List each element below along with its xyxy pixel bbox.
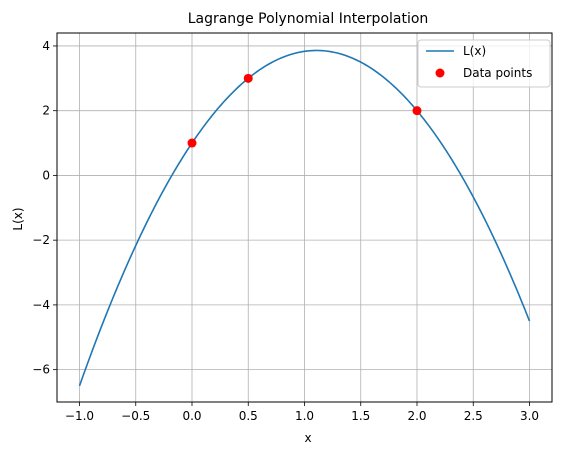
y-tick-label: 2: [42, 104, 50, 118]
x-tick-label: 2.5: [464, 409, 483, 423]
x-tick-label: 0.0: [182, 409, 201, 423]
x-tick-label: −0.5: [121, 409, 150, 423]
y-tick-label: −6: [32, 363, 50, 377]
x-ticks: −1.0 −0.5 0.0 0.5 1.0 1.5 2.0 2.5 3.0: [65, 402, 539, 423]
x-tick-label: 2.0: [407, 409, 426, 423]
x-tick-label: 3.0: [520, 409, 539, 423]
legend: L(x) Data points: [417, 39, 551, 88]
data-point: [412, 106, 422, 116]
y-tick-label: −2: [32, 233, 50, 247]
legend-scatter-swatch: [435, 68, 445, 78]
x-tick-label: 1.5: [351, 409, 370, 423]
chart-title: Lagrange Polynomial Interpolation: [188, 11, 429, 27]
grid: [57, 33, 552, 402]
series-layer: [78, 49, 531, 387]
x-tick-label: 1.0: [295, 409, 314, 423]
y-axis-label: L(x): [11, 207, 25, 230]
x-tick-label: 0.5: [239, 409, 258, 423]
x-tick-label: −1.0: [65, 409, 94, 423]
x-axis-label: x: [304, 431, 311, 445]
data-point: [187, 138, 197, 148]
y-tick-label: 4: [42, 39, 50, 53]
data-point: [243, 73, 253, 83]
y-ticks: −6 −4 −2 0 2 4: [32, 39, 57, 377]
plot-area-frame: [56, 32, 553, 403]
legend-label-scatter: Data points: [463, 66, 532, 80]
series-line-lx: [78, 49, 531, 387]
legend-label-line: L(x): [463, 44, 486, 58]
y-tick-label: 0: [42, 168, 50, 182]
y-tick-label: −4: [32, 298, 50, 312]
